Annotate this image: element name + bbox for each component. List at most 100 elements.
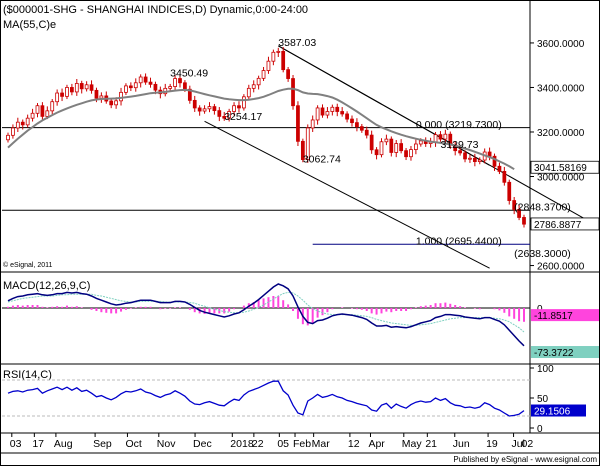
x-tick-label: Jul	[512, 438, 525, 450]
rsi-value-box	[531, 404, 586, 417]
signal-line	[7, 291, 525, 333]
candle-body	[89, 84, 94, 91]
macd-title: MACD(12,26,9,C)	[3, 280, 90, 292]
candle-body	[35, 105, 40, 114]
price-annotation: 0.000 (3219.7300)	[416, 119, 502, 131]
price-panel: 3600.00003400.00003200.00003000.00002800…	[2, 37, 600, 273]
price-annotation: 3587.03	[278, 37, 316, 49]
candle-body	[276, 50, 281, 53]
candle-body	[192, 99, 197, 109]
candle-body	[128, 85, 133, 89]
candle-body	[379, 141, 384, 156]
candle-body	[11, 127, 15, 136]
candle-body	[502, 170, 507, 183]
candle-body	[512, 200, 517, 210]
candle-body	[369, 134, 374, 151]
candle-body	[84, 84, 89, 90]
x-tick-label: 21	[425, 438, 437, 450]
candle-body	[414, 143, 418, 150]
candle-body	[350, 118, 354, 124]
candle-body	[45, 110, 50, 117]
candle-body	[212, 106, 217, 112]
candle-body	[227, 111, 232, 119]
candle-body	[266, 60, 271, 71]
rsi-line	[7, 380, 525, 417]
candle-body	[207, 106, 212, 110]
price-annotation: 3450.49	[170, 67, 208, 79]
macd-value-label: -11.8517	[534, 311, 573, 322]
price-tick-label: 3600.0000	[537, 39, 585, 50]
x-tick-label: 02	[522, 438, 534, 450]
candle-body	[143, 76, 148, 83]
candle-body	[291, 78, 295, 107]
candle-body	[6, 134, 10, 141]
candle-body	[173, 78, 177, 87]
candle-body	[330, 106, 335, 112]
rsi-panel: RSI(14,C) 100 50 0 29.1506	[2, 364, 586, 435]
candle-body	[497, 165, 502, 172]
candle-body	[183, 82, 187, 90]
candle-body	[94, 89, 99, 99]
candle-body	[60, 92, 64, 97]
x-tick-label: Jun	[453, 438, 470, 450]
price-annotation: 1.000 (2695.4400)	[416, 235, 502, 247]
candle-body	[246, 87, 251, 98]
credit-left: © eSignal, 2011	[3, 261, 53, 269]
x-tick-label: 05	[277, 438, 289, 450]
candle-body	[374, 149, 379, 156]
x-tick-label: 17	[32, 438, 44, 450]
x-tick-label: 22	[252, 438, 264, 450]
candle-body	[237, 105, 241, 109]
rsi-value-label: 29.1506	[534, 407, 571, 418]
candle-body	[443, 133, 448, 140]
price-annotation: 3129.73	[440, 139, 478, 151]
candle-body	[168, 86, 173, 89]
candle-body	[232, 105, 236, 112]
x-tick-label: Aug	[54, 438, 73, 450]
candle-body	[300, 140, 305, 160]
candle-body	[340, 111, 345, 115]
x-tick-label: May	[402, 438, 423, 450]
candle-body	[517, 209, 521, 218]
last-value-label: 3041.58169	[534, 163, 587, 174]
candle-body	[25, 117, 30, 126]
macd-panel: MACD(12,26,9,C)0-11.8517-73.3722	[2, 280, 599, 359]
candle-body	[477, 159, 482, 162]
candle-body	[271, 51, 276, 62]
chart-title: ($000001-SHG - SHANGHAI INDICES,D) Dynam…	[3, 4, 308, 16]
price-tick-label: 3400.0000	[537, 83, 585, 94]
macd-value-box	[531, 346, 599, 359]
candle-body	[217, 110, 222, 117]
last-value-label: 2786.8877	[534, 220, 582, 231]
candle-body	[281, 50, 286, 71]
candle-body	[138, 76, 143, 84]
candle-body	[409, 149, 413, 158]
candle-body	[315, 107, 320, 121]
last-value-box	[530, 160, 600, 174]
candle-body	[178, 78, 182, 84]
candle-body	[251, 84, 256, 89]
x-tick-label: Mar	[312, 438, 331, 450]
price-annotation: (2638.3000)	[514, 248, 571, 260]
x-tick-label: Dec	[193, 438, 212, 450]
x-tick-label: Oct	[125, 438, 141, 450]
candle-body	[65, 87, 69, 97]
candle-body	[310, 119, 315, 129]
price-annotation: 3062.74	[303, 154, 341, 166]
candle-body	[50, 101, 55, 112]
x-tick-label: Feb	[293, 438, 311, 450]
candle-body	[187, 88, 192, 101]
price-tick-label: 3000.0000	[537, 173, 585, 184]
x-tick-label: 2018	[230, 438, 254, 450]
candle-body	[222, 116, 227, 119]
candle-body	[325, 111, 330, 116]
candle-body	[124, 85, 128, 93]
x-tick-label: 12	[348, 438, 360, 450]
candle-body	[355, 122, 359, 128]
x-tick-label: Apr	[368, 438, 385, 450]
candle-body	[458, 150, 462, 154]
candle-body	[197, 107, 202, 112]
candle-body	[364, 129, 369, 136]
